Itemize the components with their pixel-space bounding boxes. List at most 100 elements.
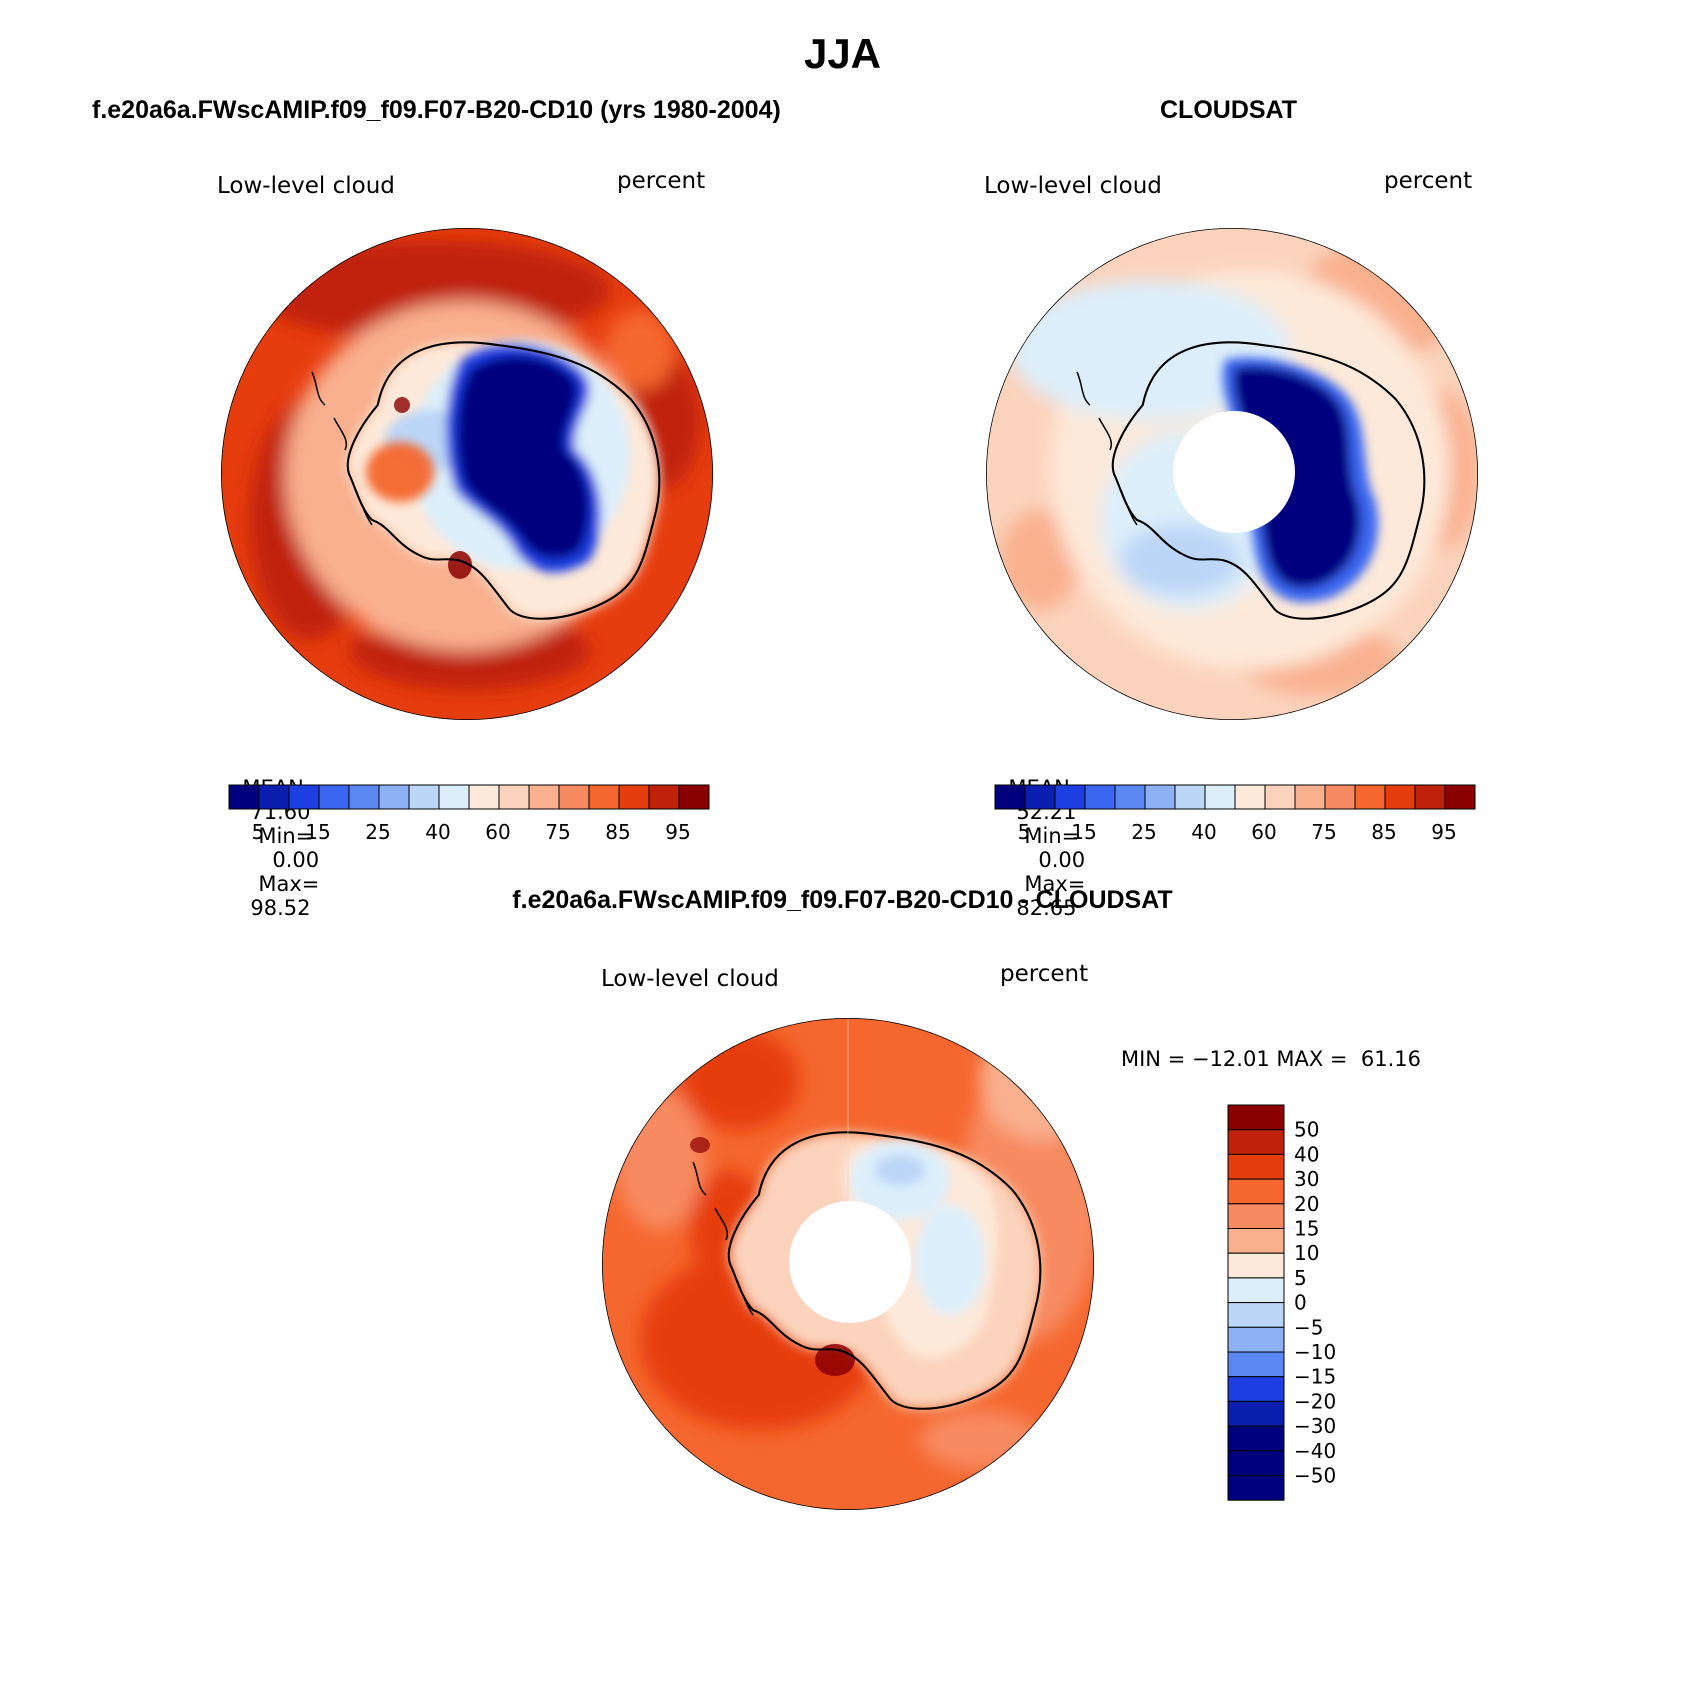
colorbar-tick-label: 85 — [1371, 820, 1396, 844]
colorbar-tick-label: 75 — [1311, 820, 1336, 844]
model-max-label: Max= — [258, 872, 320, 896]
colorbar-swatch — [1414, 784, 1446, 810]
colorbar-tick-label: 15 — [1071, 820, 1096, 844]
model-colorbar: 5 15 25 40 60 75 85 95 — [228, 784, 710, 844]
colorbar-swatch — [1227, 1351, 1285, 1378]
model-min-value: 0.00 — [272, 848, 320, 872]
colorbar-tick-label: 15 — [1294, 1217, 1319, 1241]
colorbar-swatch — [1227, 1228, 1285, 1254]
colorbar-swatch — [408, 784, 440, 810]
colorbar-swatch — [618, 784, 650, 810]
colorbar-tick-label: 0 — [1294, 1291, 1307, 1315]
colorbar-swatch — [1024, 784, 1056, 810]
colorbar-swatch — [1084, 784, 1116, 810]
colorbar-swatch — [1354, 784, 1386, 810]
colorbar-tick-label: 5 — [1018, 820, 1031, 844]
colorbar-tick-label: 30 — [1294, 1167, 1319, 1191]
colorbar-swatch — [438, 784, 470, 810]
colorbar-tick-label: 60 — [1251, 820, 1276, 844]
colorbar-tick-label: 95 — [665, 820, 690, 844]
colorbar-swatch — [528, 784, 560, 810]
colorbar-swatch — [1054, 784, 1086, 810]
colorbar-tick-label: 25 — [365, 820, 390, 844]
colorbar-tick-label: 75 — [545, 820, 570, 844]
colorbar-swatch — [558, 784, 590, 810]
colorbar-tick-label: 40 — [1294, 1142, 1319, 1166]
colorbar-swatch — [588, 784, 620, 810]
colorbar-swatch — [994, 784, 1026, 810]
colorbar-swatch — [318, 784, 350, 810]
colorbar-swatch — [348, 784, 380, 810]
obs-case-title: CLOUDSAT — [1160, 96, 1298, 124]
obs-units-label: percent — [1384, 168, 1473, 194]
colorbar-swatch — [1227, 1129, 1285, 1155]
colorbar-tick-label: 15 — [305, 820, 330, 844]
colorbar-swatch — [1227, 1450, 1285, 1477]
colorbar-tick-label: 85 — [605, 820, 630, 844]
obs-max-value: 82.65 — [1016, 896, 1077, 920]
colorbar-tick-label: −15 — [1294, 1365, 1336, 1389]
colorbar-swatch — [228, 784, 260, 810]
colorbar-swatch — [1204, 784, 1236, 810]
colorbar-tick-label: 25 — [1131, 820, 1156, 844]
colorbar-tick-label: 50 — [1294, 1118, 1319, 1142]
obs-colorbar: 5 15 25 40 60 75 85 95 — [994, 784, 1476, 844]
colorbar-tick-label: −50 — [1294, 1464, 1336, 1488]
colorbar-tick-label: 5 — [1294, 1266, 1307, 1290]
colorbar-swatch — [1227, 1104, 1285, 1131]
model-max-value: 98.52 — [250, 896, 311, 920]
colorbar-tick-label: 10 — [1294, 1241, 1319, 1265]
obs-max-label: Max= — [1024, 872, 1086, 896]
diff-case-title: f.e20a6a.FWscAMIP.f09_f09.F07-B20-CD10 -… — [512, 886, 1173, 914]
colorbar-swatch — [1234, 784, 1266, 810]
colorbar-swatch — [1174, 784, 1206, 810]
colorbar-swatch — [1227, 1326, 1285, 1353]
colorbar-swatch — [1294, 784, 1326, 810]
colorbar-swatch — [1144, 784, 1176, 810]
colorbar-tick-label: 40 — [425, 820, 450, 844]
colorbar-swatch — [1444, 784, 1476, 810]
diff-units-label: percent — [1000, 961, 1089, 987]
colorbar-swatch — [1227, 1302, 1285, 1328]
diff-polar-map — [602, 1018, 1094, 1510]
colorbar-tick-label: −30 — [1294, 1414, 1336, 1438]
colorbar-tick-label: 40 — [1191, 820, 1216, 844]
model-variable-label: Low-level cloud — [217, 173, 395, 199]
diff-minmax-stats: MIN = −12.01 MAX = 61.16 — [1121, 1047, 1421, 1071]
model-min-label: Min= — [258, 824, 314, 848]
colorbar-tick-label: −5 — [1294, 1315, 1323, 1339]
colorbar-swatch — [288, 784, 320, 810]
colorbar-swatch — [1324, 784, 1356, 810]
colorbar-tick-label: 5 — [252, 820, 265, 844]
obs-polar-map — [986, 228, 1478, 720]
colorbar-swatch — [648, 784, 680, 810]
colorbar-tick-label: 95 — [1431, 820, 1456, 844]
colorbar-swatch — [1384, 784, 1416, 810]
colorbar-tick-label: −10 — [1294, 1340, 1336, 1364]
colorbar-swatch — [378, 784, 410, 810]
colorbar-swatch — [1227, 1277, 1285, 1304]
obs-variable-label: Low-level cloud — [984, 173, 1162, 199]
colorbar-swatch — [1227, 1153, 1285, 1180]
diff-variable-label: Low-level cloud — [601, 966, 779, 992]
colorbar-swatch — [1227, 1203, 1285, 1230]
colorbar-swatch — [1227, 1400, 1285, 1427]
colorbar-swatch — [678, 784, 710, 810]
colorbar-swatch — [468, 784, 500, 810]
model-units-label: percent — [617, 168, 706, 194]
colorbar-tick-label: −40 — [1294, 1439, 1336, 1463]
colorbar-swatch — [1227, 1376, 1285, 1402]
colorbar-tick-label: 20 — [1294, 1192, 1319, 1216]
colorbar-swatch — [1227, 1178, 1285, 1205]
colorbar-swatch — [1227, 1475, 1285, 1501]
obs-min-value: 0.00 — [1038, 848, 1086, 872]
colorbar-swatch — [498, 784, 530, 810]
figure-title: JJA — [803, 30, 882, 77]
colorbar-swatch — [258, 784, 290, 810]
colorbar-tick-label: −20 — [1294, 1389, 1336, 1413]
colorbar-swatch — [1227, 1252, 1285, 1279]
colorbar-swatch — [1114, 784, 1146, 810]
obs-min-label: Min= — [1024, 824, 1080, 848]
